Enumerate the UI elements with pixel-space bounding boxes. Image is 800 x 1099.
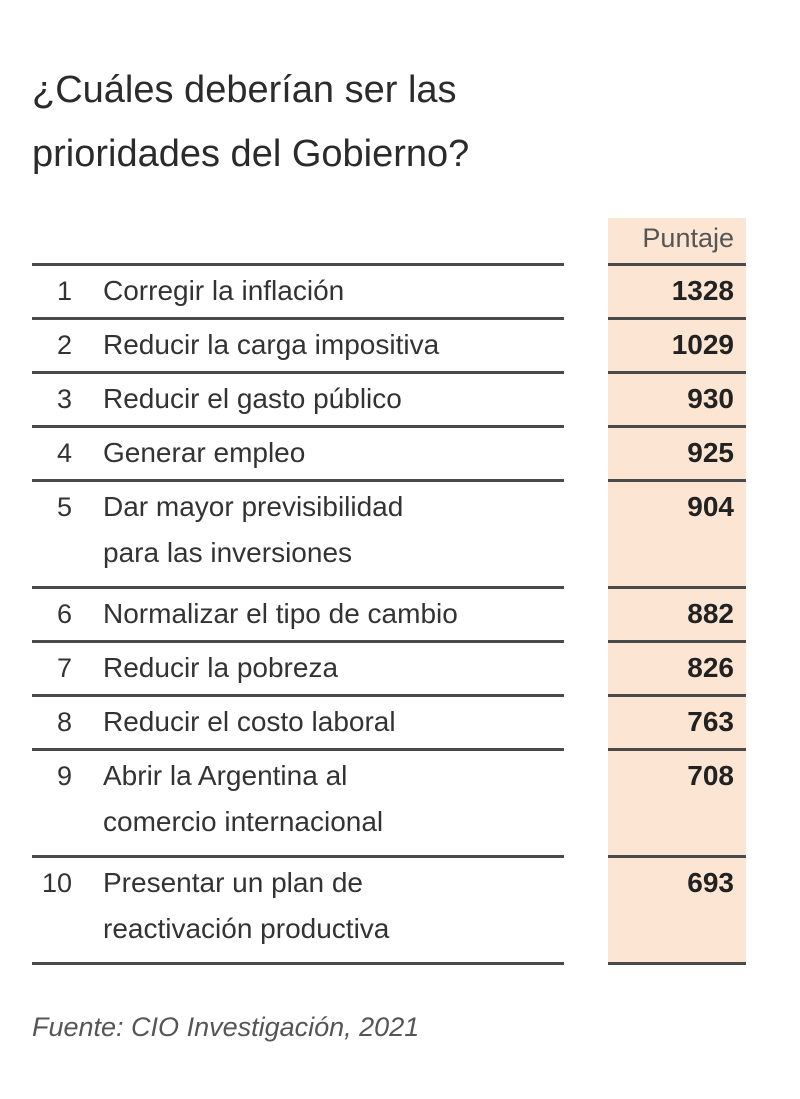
column-header-puntaje: Puntaje [642,223,734,253]
row-rule-left [32,425,564,428]
rank-number: 1 [56,276,72,306]
row-rule-right [608,371,746,374]
row-rule-left [32,855,564,858]
priority-label: Reducir la pobreza [103,652,339,683]
title-line-2: prioridades del Gobierno? [32,133,470,175]
row-rule-right [608,586,746,589]
row-rule-right [608,640,746,643]
source-note: Fuente: CIO Investigación, 2021 [32,1012,420,1042]
score-value: 826 [687,652,734,683]
row-rule-left [32,694,564,697]
rank-number: 2 [56,330,72,360]
priority-label: Normalizar el tipo de cambio [103,598,458,629]
row-rule-right [608,263,746,266]
rank-number: 9 [56,761,72,791]
score-value: 1029 [671,329,734,360]
row-rule-left [32,962,564,965]
row-rule-right [608,855,746,858]
score-value: 930 [687,383,734,414]
rank-number: 4 [56,438,72,468]
score-value: 925 [687,437,734,468]
row-rule-right [608,748,746,751]
row-rule-right [608,962,746,965]
row-rule-left [32,371,564,374]
row-rule-right [608,317,746,320]
rank-number: 5 [56,492,72,522]
rank-number: 10 [41,868,72,898]
priority-label: Reducir la carga impositiva [103,329,440,360]
rank-number: 7 [56,653,72,683]
row-rule-left [32,263,564,266]
chart-title: ¿Cuáles deberían ser las prioridades del… [32,58,469,186]
rank-number: 3 [56,384,72,414]
score-value: 882 [687,598,734,629]
priority-label: Reducir el costo laboral [103,706,396,737]
row-rule-left [32,640,564,643]
row-rule-right [608,694,746,697]
rank-number: 8 [56,707,72,737]
rank-number: 6 [56,599,72,629]
score-value: 708 [687,760,734,791]
priority-label: Presentar un plan de reactivación product… [103,867,390,944]
row-rule-right [608,425,746,428]
score-column-background [608,218,746,965]
priority-label: Reducir el gasto público [103,383,402,414]
priority-label: Abrir la Argentina al comercio internacio… [103,760,384,837]
score-value: 693 [687,867,734,898]
priority-label: Generar empleo [103,437,306,468]
score-value: 763 [687,706,734,737]
row-rule-left [32,586,564,589]
row-rule-left [32,479,564,482]
row-rule-left [32,317,564,320]
priority-label: Dar mayor previsibilidad para las inversi… [103,491,404,568]
score-value: 1328 [671,275,734,306]
priority-label: Corregir la inflación [103,275,345,306]
score-value: 904 [687,491,734,522]
row-rule-right [608,479,746,482]
row-rule-left [32,748,564,751]
title-line-1: ¿Cuáles deberían ser las [32,69,457,111]
